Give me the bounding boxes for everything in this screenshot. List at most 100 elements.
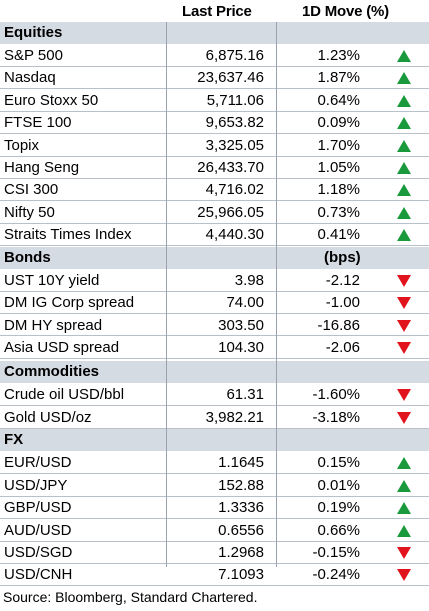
section-title: Bonds <box>4 249 51 266</box>
last-price: 152.88 <box>218 476 264 494</box>
section-title: FX <box>4 431 24 448</box>
row-divider <box>0 65 429 67</box>
last-price: 23,637.46 <box>197 69 264 87</box>
instrument-name: USD/CNH <box>4 566 73 584</box>
up-arrow-icon <box>397 94 411 107</box>
row-divider <box>0 177 429 179</box>
up-arrow-icon <box>397 72 411 85</box>
table-row: EUR/USD 1.1645 0.15% <box>0 451 429 473</box>
section-header: Equities <box>0 22 429 44</box>
table-row: Nifty 50 25,966.05 0.73% <box>0 201 429 223</box>
daily-move: 1.18% <box>317 181 360 199</box>
instrument-name: AUD/USD <box>4 521 72 539</box>
daily-move: 0.66% <box>317 521 360 539</box>
daily-move: 0.09% <box>317 114 360 132</box>
daily-move: -16.86 <box>317 316 360 334</box>
last-price: 104.30 <box>218 338 264 356</box>
section-header: Bonds (bps) <box>0 247 429 269</box>
down-arrow-icon <box>397 389 411 401</box>
instrument-name: Crude oil USD/bbl <box>4 386 125 403</box>
up-arrow-icon <box>397 139 411 152</box>
instrument-name: Straits Times Index <box>4 226 132 244</box>
instrument-name: Topix <box>4 136 40 154</box>
daily-move: -2.12 <box>325 272 360 289</box>
row-divider <box>0 88 429 90</box>
row-divider <box>0 585 429 587</box>
row-divider <box>0 540 429 542</box>
down-arrow-icon <box>397 319 411 332</box>
row-divider <box>0 562 429 564</box>
up-arrow-icon <box>397 50 411 62</box>
instrument-name: CSI 300 <box>4 181 59 199</box>
table-row: GBP/USD 1.3336 0.19% <box>0 496 429 518</box>
section-header: Commodities <box>0 361 429 383</box>
last-price: 3,982.21 <box>205 408 264 426</box>
table-row: Nasdaq 23,637.46 1.87% <box>0 66 429 88</box>
daily-move: 0.73% <box>317 203 360 221</box>
instrument-name: GBP/USD <box>4 499 72 517</box>
up-arrow-icon <box>397 117 411 130</box>
table-row: Asia USD spread 104.30 -2.06 <box>0 336 429 358</box>
last-price: 6,875.16 <box>205 47 264 64</box>
table-row: Gold USD/oz 3,982.21 -3.18% <box>0 406 429 428</box>
instrument-name: USD/JPY <box>4 476 68 494</box>
table-row: FTSE 100 9,653.82 0.09% <box>0 111 429 133</box>
table-row: DM IG Corp spread 74.00 -1.00 <box>0 291 429 313</box>
instrument-name: Nasdaq <box>4 69 56 87</box>
daily-move: 0.15% <box>317 454 360 472</box>
up-arrow-icon <box>397 184 411 197</box>
row-divider <box>0 427 429 429</box>
daily-move: -1.60% <box>312 386 360 403</box>
last-price: 9,653.82 <box>205 114 264 132</box>
daily-move: 1.87% <box>317 69 360 87</box>
instrument-name: Hang Seng <box>4 159 80 176</box>
row-divider <box>0 335 429 337</box>
last-price: 61.31 <box>226 386 264 403</box>
down-arrow-icon <box>397 547 411 559</box>
instrument-name: FTSE 100 <box>4 114 72 132</box>
daily-move: 1.23% <box>317 47 360 64</box>
instrument-name: EUR/USD <box>4 454 72 472</box>
last-price: 0.6556 <box>218 521 264 539</box>
instrument-name: Asia USD spread <box>4 338 120 356</box>
table-row: USD/JPY 152.88 0.01% <box>0 474 429 496</box>
table-row: AUD/USD 0.6556 0.66% <box>0 519 429 541</box>
up-arrow-icon <box>397 502 411 515</box>
row-divider <box>0 222 429 224</box>
instrument-name: USD/SGD <box>4 544 73 561</box>
daily-move: 0.19% <box>317 499 360 517</box>
daily-move: -2.06 <box>325 338 360 356</box>
row-divider <box>0 518 429 520</box>
row-divider <box>0 200 429 202</box>
instrument-name: UST 10Y yield <box>4 272 100 289</box>
last-price: 4,440.30 <box>205 226 264 244</box>
row-divider <box>0 405 429 406</box>
row-divider <box>0 357 429 359</box>
last-price-header: Last Price <box>182 3 252 20</box>
down-arrow-icon <box>397 569 411 582</box>
column-divider <box>166 22 167 567</box>
table-header: Last Price 1D Move (%) <box>0 0 429 22</box>
section-title: Commodities <box>4 363 100 380</box>
daily-move: 1.05% <box>317 159 360 176</box>
daily-move: 0.01% <box>317 476 360 494</box>
daily-move: 1.70% <box>317 136 360 154</box>
last-price: 5,711.06 <box>206 91 264 109</box>
last-price: 74.00 <box>226 294 264 312</box>
last-price: 303.50 <box>218 316 264 334</box>
last-price: 3.98 <box>234 272 264 289</box>
table-row: DM HY spread 303.50 -16.86 <box>0 314 429 336</box>
table-row: Euro Stoxx 50 5,711.06 0.64% <box>0 89 429 111</box>
up-arrow-icon <box>397 457 411 470</box>
last-price: 4,716.02 <box>205 181 264 199</box>
row-divider <box>0 155 429 157</box>
instrument-name: DM IG Corp spread <box>4 294 135 312</box>
instrument-name: Nifty 50 <box>4 203 55 221</box>
move-header: 1D Move (%) <box>302 3 389 20</box>
instrument-name: S&P 500 <box>4 47 63 64</box>
table-row: USD/SGD 1.2968 -0.15% <box>0 541 429 563</box>
source-footnote: Source: Bloomberg, Standard Chartered. <box>3 589 258 605</box>
last-price: 1.1645 <box>218 454 264 472</box>
row-divider <box>0 245 429 247</box>
down-arrow-icon <box>397 411 411 424</box>
